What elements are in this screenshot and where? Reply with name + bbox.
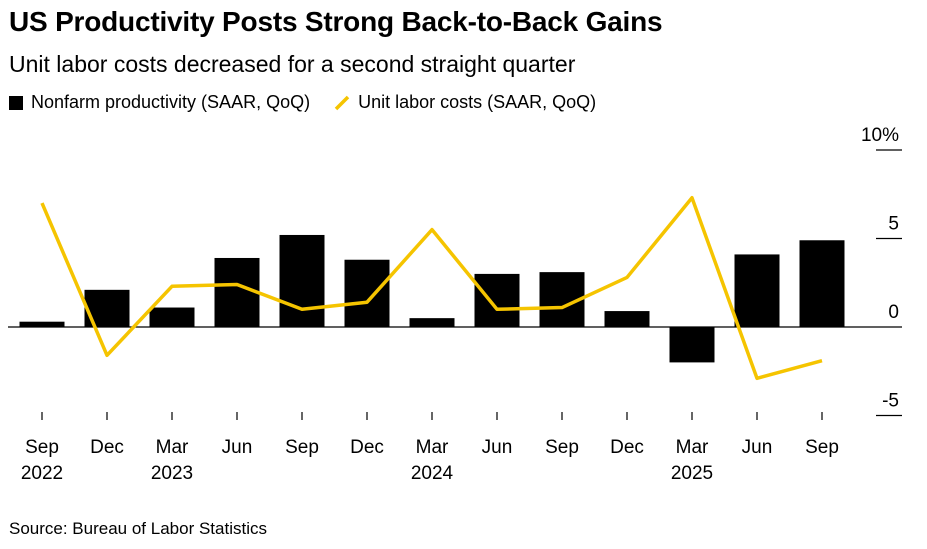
bar-productivity [604,311,650,327]
chart-subtitle: Unit labor costs decreased for a second … [9,51,576,77]
bar-productivity [344,259,390,327]
bar-productivity [409,318,455,327]
x-tick-label: Dec [90,437,124,458]
x-tick-label: Jun [742,437,773,458]
x-tick-label: Jun [222,437,253,458]
x-tick-label: Mar [676,437,709,458]
labels-layer: 10% 5 0 -5 Sep 2022 Dec Mar 2023 Jun Sep Dec Mar 2024… [21,125,899,484]
bar-productivity [474,273,520,327]
chart-title: US Productivity Posts Strong Back-to-Bac… [9,6,663,37]
bar-productivity [19,321,65,327]
x-tick-year-label: 2025 [671,463,713,484]
legend-item-productivity: Nonfarm productivity (SAAR, QoQ) [9,92,310,113]
y-tick-label: -5 [882,391,899,412]
bars-layer [19,234,845,363]
bar-productivity [799,240,845,327]
y-tick-label: 10% [861,125,899,146]
x-tick-label: Mar [416,437,449,458]
line-unit-labor-costs [40,196,823,381]
x-tick-label: Sep [25,437,59,458]
x-tick-label: Jun [482,437,513,458]
x-tick-label: Sep [545,437,579,458]
x-tick-year-label: 2023 [151,463,193,484]
bar-productivity [279,234,325,327]
x-tick-label: Sep [805,437,839,458]
x-tick-year-label: 2024 [411,463,454,484]
bar-productivity [214,257,260,327]
x-tick-year-label: 2022 [21,463,63,484]
bar-productivity [734,254,780,327]
source-note: Source: Bureau of Labor Statistics [9,519,267,538]
legend-swatch-unit-labor-costs [334,95,350,110]
legend-label-productivity: Nonfarm productivity (SAAR, QoQ) [31,92,311,112]
x-tick-label: Mar [156,437,189,458]
line-layer [40,196,823,381]
bar-productivity [149,307,195,327]
x-tick-label: Sep [285,437,319,458]
legend-label-unit-labor-costs: Unit labor costs (SAAR, QoQ) [358,92,597,112]
y-tick-label: 5 [888,214,899,235]
y-tick-label: 0 [888,302,899,323]
bar-productivity [669,327,715,363]
legend-item-unit-labor-costs: Unit labor costs (SAAR, QoQ) [334,92,596,113]
x-tick-label: Dec [350,437,384,458]
chart-legend: Nonfarm productivity (SAAR, QoQ) Unit la… [9,92,620,113]
legend-swatch-productivity [9,95,23,110]
x-tick-label: Dec [610,437,644,458]
axes-layer [8,149,902,420]
